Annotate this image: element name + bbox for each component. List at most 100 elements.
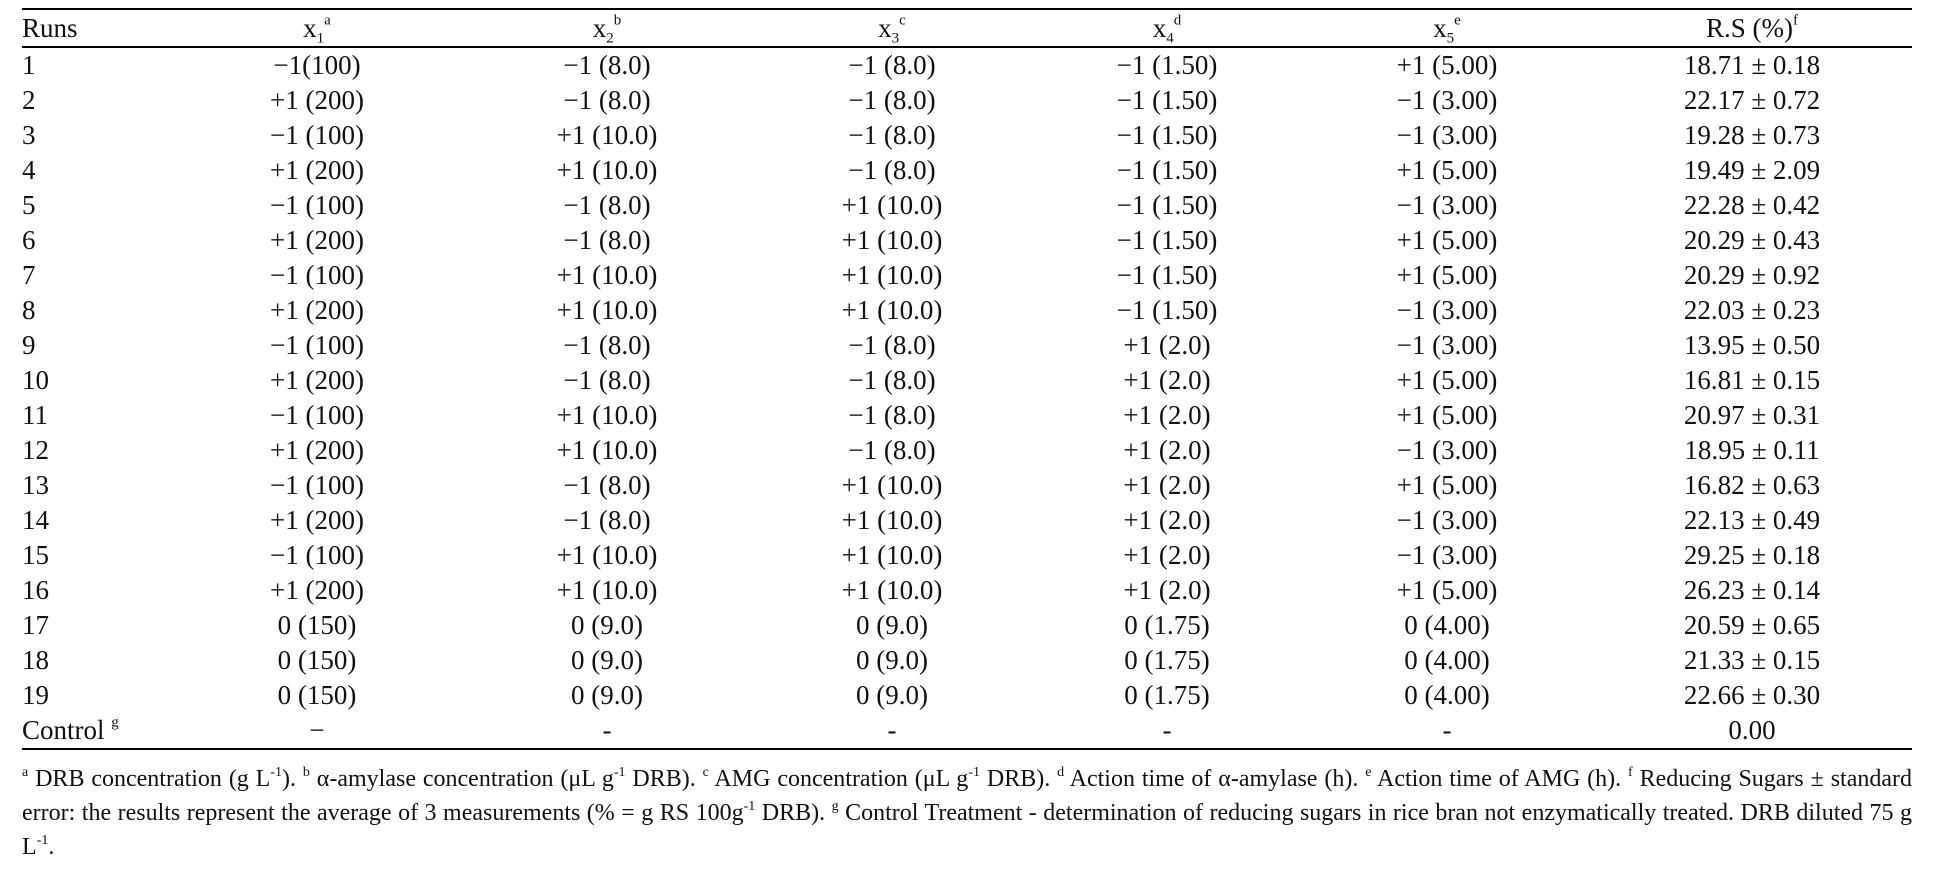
factor-level-cell: +1 (10.0) (556, 260, 658, 290)
factor-level-cell: 0 (150) (277, 680, 357, 710)
table-row: Control g − - - - - 0.00 (22, 713, 1912, 749)
run-cell: 1 (22, 47, 172, 83)
column-header-footnote-mark: f (1793, 12, 1798, 29)
factor-level-cell: +1 (2.0) (1123, 505, 1211, 535)
reducing-sugar-cell: 19.49 ± 2.09 (1683, 155, 1821, 185)
factor-level-cell: −1 (8.0) (848, 155, 936, 185)
factor-level-cell: +1 (5.00) (1396, 575, 1498, 605)
run-cell: 4 (22, 153, 172, 188)
run-label: 10 (22, 365, 49, 395)
table-row: 13 −1 (100) −1 (8.0) +1 (10.0) +1 (2.0) +1 (5… (22, 468, 1912, 503)
run-label: 2 (22, 85, 36, 115)
footnote-g-exponent: -1 (36, 833, 49, 849)
factor-level-cell: +1 (10.0) (556, 155, 658, 185)
column-header: Runs (22, 9, 172, 47)
run-label: 19 (22, 680, 49, 710)
factor-level-cell: −1 (100) (270, 120, 364, 150)
factor-level-cell: +1 (10.0) (556, 120, 658, 150)
run-cell: 19 (22, 678, 172, 713)
factor-level-cell: −1 (100) (270, 190, 364, 220)
column-header-footnote-mark: c (899, 12, 906, 29)
factor-level-cell: +1 (10.0) (841, 470, 943, 500)
table-row: 16 +1 (200) +1 (10.0) +1 (10.0) +1 (2.0) +1 (… (22, 573, 1912, 608)
column-header: x1a (172, 9, 462, 47)
reducing-sugar-cell: 22.13 ± 0.49 (1683, 505, 1821, 535)
footnote-b-end: DRB). (625, 766, 703, 792)
footnote-mark-e: e (1365, 765, 1372, 781)
factor-level-cell: −1 (100) (270, 400, 364, 430)
factor-level-cell: 0 (9.0) (571, 645, 643, 675)
factor-level-cell: +1 (10.0) (556, 575, 658, 605)
reducing-sugar-cell: 22.03 ± 0.23 (1683, 295, 1821, 325)
factor-level-cell: 0 (9.0) (856, 645, 928, 675)
factor-level-cell: +1 (10.0) (841, 295, 943, 325)
factor-level-cell: −1 (100) (270, 330, 364, 360)
factor-level-cell: +1 (2.0) (1123, 365, 1211, 395)
run-cell: 18 (22, 643, 172, 678)
reducing-sugar-cell: 20.29 ± 0.43 (1683, 225, 1821, 255)
factor-level-cell: +1 (10.0) (841, 540, 943, 570)
run-footnote-mark: g (111, 714, 119, 731)
footnote-mark-f: f (1628, 765, 1633, 781)
table-row: 1 −1(100) −1 (8.0) −1 (8.0) −1 (1.50) +1 (5.0… (22, 47, 1912, 83)
run-label: 8 (22, 295, 36, 325)
factor-level-cell: −1 (1.50) (1116, 190, 1218, 220)
factor-level-cell: −1 (3.00) (1396, 295, 1498, 325)
run-label: 11 (22, 400, 48, 430)
table-row: 10 +1 (200) −1 (8.0) −1 (8.0) +1 (2.0) +1 (5.… (22, 363, 1912, 398)
factor-level-cell: −1 (3.00) (1396, 190, 1498, 220)
run-cell: 5 (22, 188, 172, 223)
reducing-sugar-cell: 16.81 ± 0.15 (1683, 365, 1821, 395)
footnote-c-text: AMG concentration (μL g (708, 766, 969, 792)
column-header-footnote-mark: e (1454, 12, 1461, 29)
column-header: x3c (752, 9, 1032, 47)
factor-level-cell: −1 (8.0) (563, 50, 651, 80)
column-header-subscript: 1 (316, 30, 325, 47)
factor-level-cell: +1 (5.00) (1396, 155, 1498, 185)
footnote-mark-d: d (1057, 765, 1065, 781)
run-cell: 2 (22, 83, 172, 118)
reducing-sugar-cell: 26.23 ± 0.14 (1683, 575, 1821, 605)
column-header-label: x (1433, 13, 1447, 43)
factor-level-cell: −1 (8.0) (848, 400, 936, 430)
run-cell: 12 (22, 433, 172, 468)
factor-level-cell: +1 (2.0) (1123, 330, 1211, 360)
table-row: 3 −1 (100) +1 (10.0) −1 (8.0) −1 (1.50) −1 (3… (22, 118, 1912, 153)
factor-level-cell: +1 (200) (270, 435, 364, 465)
factor-level-cell: −1 (3.00) (1396, 540, 1498, 570)
footnote-a-text: DRB concentration (g L (28, 766, 271, 792)
table-row: 2 +1 (200) −1 (8.0) −1 (8.0) −1 (1.50) −1 (3.… (22, 83, 1912, 118)
factor-level-cell: +1 (200) (270, 155, 364, 185)
column-header-subscript: 4 (1166, 30, 1174, 47)
factor-level-cell: - (602, 715, 612, 745)
factor-level-cell: −1 (8.0) (848, 365, 936, 395)
factor-level-cell: +1 (10.0) (841, 225, 943, 255)
table-row: 5 −1 (100) −1 (8.0) +1 (10.0) −1 (1.50) −1 (3… (22, 188, 1912, 223)
factor-level-cell: 0 (9.0) (856, 680, 928, 710)
factor-level-cell: −1 (3.00) (1396, 330, 1498, 360)
column-header: x2b (462, 9, 752, 47)
run-label: 15 (22, 540, 49, 570)
run-label: Control (22, 715, 105, 745)
factor-level-cell: +1 (200) (270, 295, 364, 325)
reducing-sugar-cell: 22.28 ± 0.42 (1683, 190, 1821, 220)
factor-level-cell: −1 (100) (270, 470, 364, 500)
factor-level-cell: −1(100) (273, 50, 361, 80)
factor-level-cell: −1 (3.00) (1396, 120, 1498, 150)
experimental-design-table: Runs x1a x2b x3c x4d x5e R.S (%)f 1 −1(100) −1 (… (22, 8, 1912, 750)
run-label: 9 (22, 330, 36, 360)
run-label: 13 (22, 470, 49, 500)
table-body: 1 −1(100) −1 (8.0) −1 (8.0) −1 (1.50) +1 (5.0… (22, 47, 1912, 749)
column-header-label: x (878, 13, 892, 43)
factor-level-cell: −1 (8.0) (563, 330, 651, 360)
run-cell: 14 (22, 503, 172, 538)
factor-level-cell: +1 (200) (270, 225, 364, 255)
run-label: 17 (22, 610, 49, 640)
column-header: x5e (1302, 9, 1592, 47)
table-row: 18 0 (150) 0 (9.0) 0 (9.0) 0 (1.75) 0 (4.00) 2… (22, 643, 1912, 678)
factor-level-cell: +1 (10.0) (556, 435, 658, 465)
factor-level-cell: −1 (1.50) (1116, 120, 1218, 150)
factor-level-cell: +1 (5.00) (1396, 365, 1498, 395)
footnote-c-end: DRB). (979, 766, 1058, 792)
table-row: 9 −1 (100) −1 (8.0) −1 (8.0) +1 (2.0) −1 (3.0… (22, 328, 1912, 363)
